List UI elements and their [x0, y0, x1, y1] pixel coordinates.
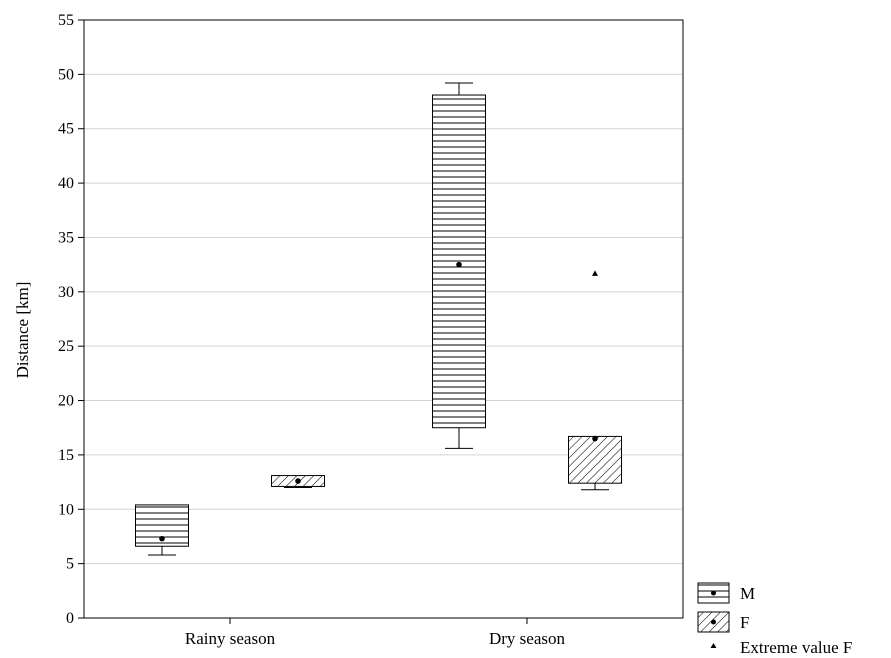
y-tick-label: 25 [58, 338, 74, 355]
median-dot [159, 535, 165, 542]
legend: M F Extreme value F [697, 582, 852, 657]
y-tick-label: 5 [66, 556, 74, 573]
legend-label-m: M [740, 584, 755, 603]
x-axis-categories: Rainy season Dry season [185, 618, 566, 648]
x-category-label: Rainy season [185, 629, 276, 648]
y-tick-label: 50 [58, 66, 74, 83]
y-tick-label: 30 [58, 284, 74, 301]
legend-extreme-triangle [710, 643, 717, 648]
extreme-value-marker [592, 270, 598, 276]
gridlines [84, 73, 683, 565]
boxes [135, 82, 622, 556]
y-tick-label: 55 [58, 12, 74, 29]
median-dot [592, 435, 598, 442]
median-dot [456, 261, 462, 268]
legend-label-extreme: Extreme value F [740, 638, 852, 657]
box-m-0 [135, 504, 189, 556]
box-m-1 [432, 82, 486, 449]
legend-swatch-f-dot [711, 619, 716, 625]
y-tick-label: 15 [58, 447, 74, 464]
y-tick-label: 10 [58, 501, 74, 518]
legend-swatch-m-dot [711, 590, 716, 596]
median-dot [295, 478, 301, 484]
y-axis-ticks: 0 5 10 15 20 25 30 35 40 45 50 55 [58, 12, 84, 627]
y-tick-label: 40 [58, 175, 74, 192]
x-category-label: Dry season [489, 629, 566, 648]
box-f-1 [568, 435, 622, 491]
box-rect [432, 94, 486, 429]
plot-frame [83, 19, 684, 619]
box-f-0 [271, 475, 325, 489]
y-tick-label: 0 [66, 610, 74, 627]
y-tick-label: 35 [58, 229, 74, 246]
y-tick-label: 20 [58, 393, 74, 410]
y-tick-label: 45 [58, 121, 74, 138]
y-axis-title: Distance [km] [13, 282, 32, 379]
legend-label-f: F [740, 613, 749, 632]
box-rect [568, 435, 622, 484]
